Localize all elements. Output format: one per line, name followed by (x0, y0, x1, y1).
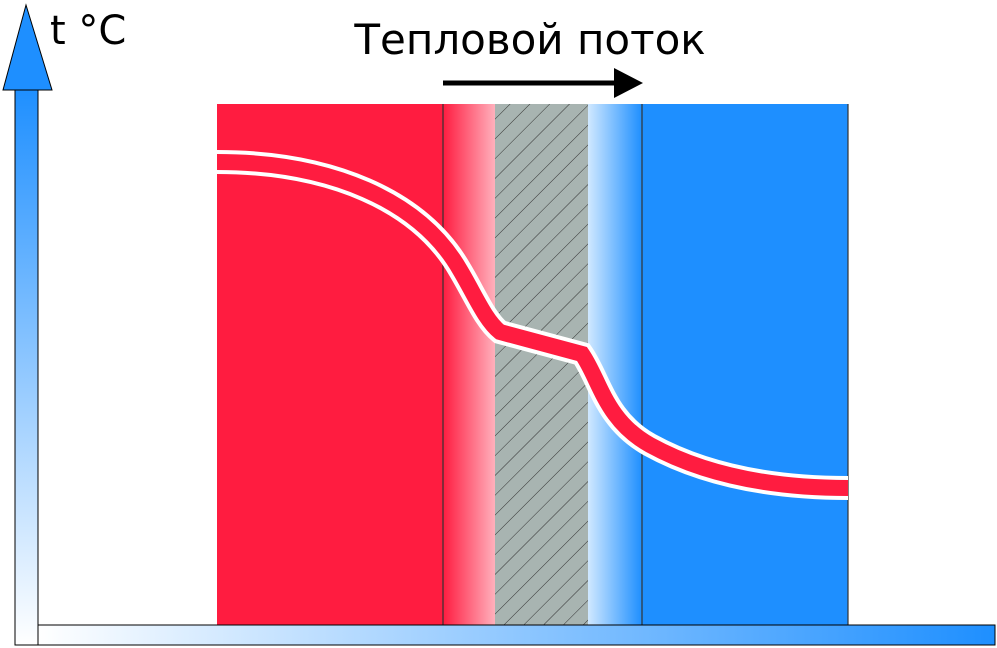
wall (495, 104, 588, 625)
y-axis-arrow (2, 3, 53, 91)
hot-boundary (443, 104, 495, 625)
x-axis (37, 624, 996, 646)
heat-flow-arrowhead (614, 68, 643, 98)
temperature-curve (216, 154, 849, 496)
hot-region (217, 104, 443, 625)
heat-flow-label: Тепловой поток (353, 15, 705, 64)
cold-region (642, 104, 848, 625)
y-axis (14, 87, 39, 646)
axis-label: t °C (50, 8, 126, 54)
